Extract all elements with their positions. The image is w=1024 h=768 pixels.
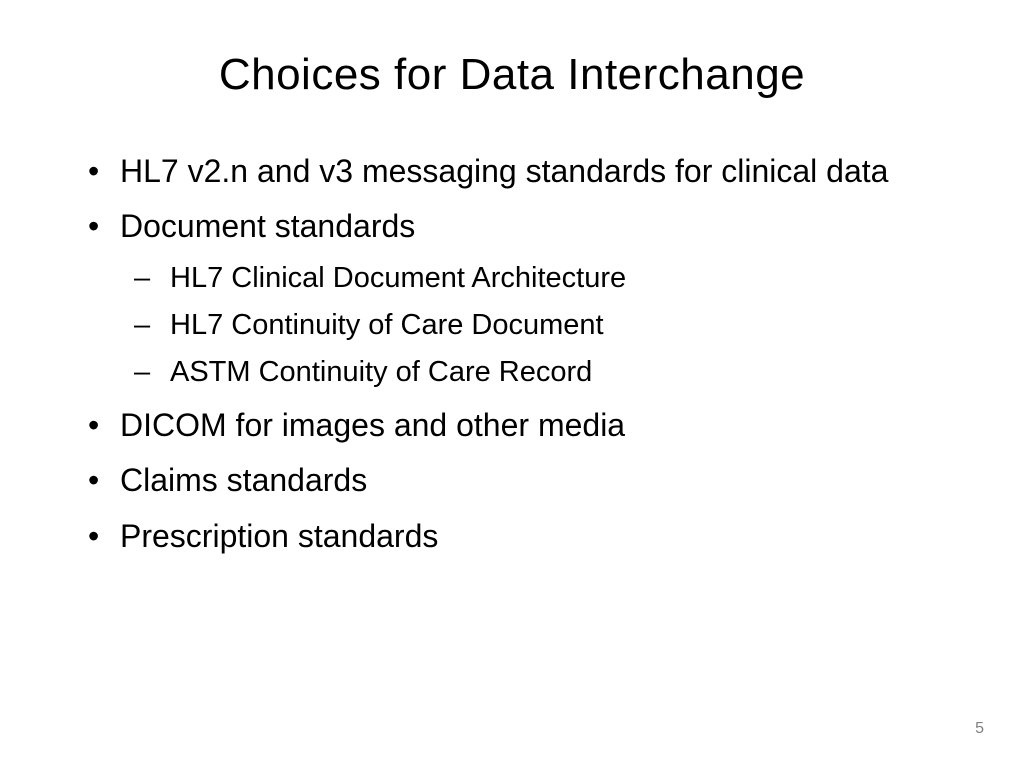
bullet-text: DICOM for images and other media bbox=[120, 407, 625, 443]
bullet-item: Claims standards bbox=[80, 459, 954, 502]
sub-bullet-text: HL7 Continuity of Care Document bbox=[170, 309, 604, 341]
slide-title: Choices for Data Interchange bbox=[70, 50, 954, 100]
bullet-text: Document standards bbox=[120, 208, 415, 244]
sub-bullet-item: ASTM Continuity of Care Record bbox=[120, 352, 954, 393]
slide-container: Choices for Data Interchange HL7 v2.n an… bbox=[0, 0, 1024, 768]
page-number: 5 bbox=[975, 720, 984, 738]
sub-bullet-list: HL7 Clinical Document Architecture HL7 C… bbox=[120, 258, 954, 392]
bullet-item: HL7 v2.n and v3 messaging standards for … bbox=[80, 150, 954, 193]
slide-content: HL7 v2.n and v3 messaging standards for … bbox=[70, 150, 954, 558]
bullet-item: Document standards HL7 Clinical Document… bbox=[80, 205, 954, 392]
bullet-item: DICOM for images and other media bbox=[80, 404, 954, 447]
bullet-text: Prescription standards bbox=[120, 518, 438, 554]
bullet-list: HL7 v2.n and v3 messaging standards for … bbox=[80, 150, 954, 558]
sub-bullet-item: HL7 Continuity of Care Document bbox=[120, 305, 954, 346]
bullet-item: Prescription standards bbox=[80, 515, 954, 558]
sub-bullet-text: HL7 Clinical Document Architecture bbox=[170, 262, 626, 294]
sub-bullet-text: ASTM Continuity of Care Record bbox=[170, 356, 592, 388]
bullet-text: Claims standards bbox=[120, 462, 367, 498]
bullet-text: HL7 v2.n and v3 messaging standards for … bbox=[120, 153, 888, 189]
sub-bullet-item: HL7 Clinical Document Architecture bbox=[120, 258, 954, 299]
